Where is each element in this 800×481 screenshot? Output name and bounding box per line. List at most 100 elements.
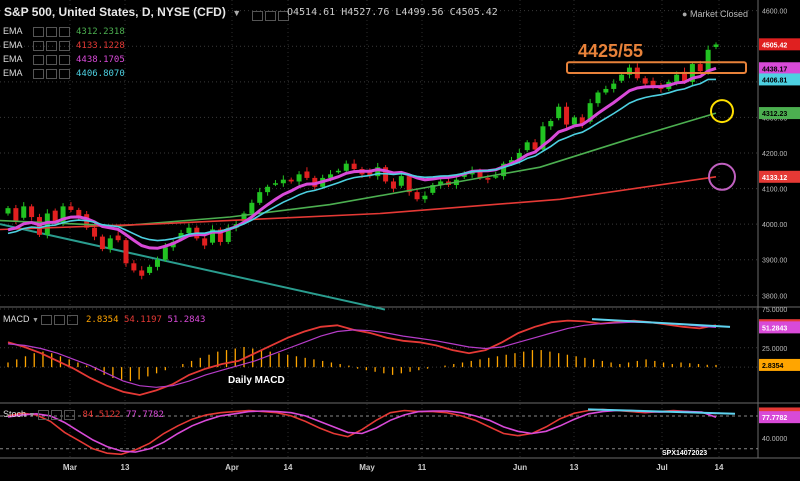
macd-price-tag-text: 51.2843 — [762, 325, 787, 332]
ema-legend-row[interactable]: EMA 4133.1228 — [3, 40, 125, 53]
close-icon[interactable] — [63, 409, 75, 420]
candle-body — [44, 213, 50, 235]
main-price-pane: 4425/55 — [0, 41, 747, 311]
time-tick-label: Jul — [656, 463, 668, 472]
gear-icon[interactable] — [46, 26, 57, 37]
close-icon[interactable] — [59, 54, 70, 65]
candle-body — [351, 163, 357, 170]
chevron-down-icon[interactable]: ▼ — [232, 8, 242, 18]
candle-body — [288, 179, 294, 182]
stoch-price-tag-text: 77.7782 — [762, 415, 787, 422]
gear-icon[interactable] — [46, 68, 57, 79]
settings-icon-row[interactable] — [252, 7, 291, 25]
market-status-text: Market Closed — [689, 9, 748, 19]
candle-body — [107, 238, 113, 250]
eye-icon[interactable] — [33, 40, 44, 51]
chart-header: S&P 500, United States, D, NYSE (CFD) ▼ … — [0, 0, 758, 24]
candle-body — [115, 235, 121, 241]
candle-body — [99, 236, 105, 250]
ema-line — [7, 66, 717, 250]
candle-body — [225, 227, 231, 242]
price-tick-label: 4200.00 — [762, 151, 787, 158]
candle-body — [328, 174, 334, 178]
candle-body — [571, 117, 577, 125]
macd-line — [7, 319, 717, 396]
price-tag-text: 4406.81 — [762, 77, 787, 84]
price-tag — [759, 62, 800, 75]
candle-body — [501, 163, 507, 177]
candle-body — [217, 229, 223, 242]
ema-label: EMA — [3, 26, 23, 36]
candle-body — [29, 206, 35, 218]
gear-icon[interactable] — [46, 40, 57, 51]
macd-pane: Daily MACD — [7, 318, 731, 396]
gear-icon[interactable] — [46, 54, 57, 65]
stoch-tick-label: 40.0000 — [762, 436, 787, 443]
close-icon[interactable] — [59, 68, 70, 79]
high-value: H4527.76 — [341, 7, 390, 18]
ema-line — [7, 78, 716, 242]
candle-body — [76, 209, 82, 218]
ema-legend-row[interactable]: EMA 4438.1705 — [3, 54, 125, 67]
candle-body — [367, 171, 373, 177]
eye-icon[interactable] — [33, 68, 44, 79]
eye-icon[interactable] — [37, 409, 49, 420]
price-tag — [759, 38, 800, 51]
close-icon[interactable] — [67, 314, 79, 325]
eye-icon[interactable] — [33, 26, 44, 37]
stoch-label: Stoch — [3, 409, 27, 419]
candle-body — [304, 171, 310, 178]
candle-body — [556, 106, 562, 119]
highlight-circle-yellow — [710, 99, 734, 124]
candle-body — [619, 74, 625, 81]
time-tick-label: 14 — [715, 463, 724, 472]
close-icon[interactable] — [59, 26, 70, 37]
candle-body — [5, 208, 11, 214]
stoch-id-label: SPX14072023 — [662, 450, 707, 457]
candle-body — [265, 186, 271, 193]
eye-icon[interactable] — [33, 54, 44, 65]
ema-label: EMA — [3, 68, 23, 78]
time-tick-label: 11 — [418, 463, 427, 472]
candle-body — [296, 174, 302, 182]
close-icon[interactable] — [59, 40, 70, 51]
close-icon[interactable] — [278, 10, 289, 21]
macd-price-tag-text: 2.8354 — [762, 363, 784, 370]
candle-body — [241, 213, 247, 222]
candle-body — [485, 177, 491, 180]
ema-legend-row[interactable]: EMA 4406.8070 — [3, 68, 125, 81]
ema-value: 4406.8070 — [76, 69, 125, 79]
ema-legend-row[interactable]: EMA 4312.2318 — [3, 26, 125, 39]
chevron-down-icon[interactable]: ▼ — [28, 412, 36, 419]
gear-icon[interactable] — [50, 409, 62, 420]
chevron-down-icon[interactable]: ▼ — [32, 317, 39, 324]
price-tag-text: 4312.23 — [762, 111, 787, 118]
time-tick-label: 13 — [570, 463, 579, 472]
candle-body — [390, 181, 396, 189]
time-tick-label: 13 — [121, 463, 130, 472]
eye-icon[interactable] — [41, 314, 53, 325]
stoch-legend[interactable]: Stoch ▼ 84.5122 77.7782 — [3, 409, 164, 420]
macd-note: Daily MACD — [228, 375, 285, 386]
market-status: ● Market Closed — [682, 9, 748, 19]
candle-body — [147, 266, 153, 273]
gear-icon[interactable] — [54, 314, 66, 325]
resistance-zone-box — [566, 61, 747, 74]
highlight-circle-violet — [708, 162, 736, 191]
macd-price-tag — [759, 358, 800, 371]
candle-body — [461, 174, 467, 177]
candle-body — [13, 208, 19, 221]
macd-legend[interactable]: MACD ▼ 2.8354 54.1197 51.2843 — [3, 314, 205, 325]
candle-body — [123, 240, 129, 264]
price-tick-label: 4000.00 — [762, 222, 787, 229]
gear-icon[interactable] — [265, 10, 276, 21]
candle-body — [52, 210, 58, 223]
time-tick-label: 14 — [284, 463, 293, 472]
candle-body — [335, 170, 341, 173]
eye-icon[interactable] — [252, 10, 263, 21]
price-tick-label: 3800.00 — [762, 293, 787, 300]
ohlc-readout: O4514.61 H4527.76 L4499.56 C4505.42 — [287, 7, 498, 18]
ema-label: EMA — [3, 40, 23, 50]
symbol-title[interactable]: S&P 500, United States, D, NYSE (CFD) ▼ — [4, 5, 241, 19]
